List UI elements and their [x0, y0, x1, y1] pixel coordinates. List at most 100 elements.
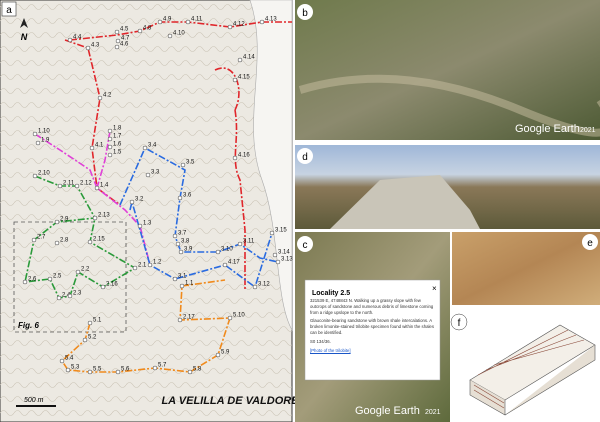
popup-link[interactable]: [Photo of the trilobite] [310, 347, 351, 353]
locality-marker [152, 365, 158, 371]
locality-marker [87, 320, 93, 326]
locality-marker [32, 131, 38, 137]
locality-marker [175, 241, 181, 247]
locality-marker [115, 38, 121, 44]
popup-text: Glauconite-bearing sandstone with brown … [310, 318, 434, 335]
locality-label: 5.4 [65, 356, 74, 362]
popup-text: 321539 E, 4748843 N. Walking up a grassy… [310, 298, 434, 315]
locality-label: 3.12 [258, 282, 270, 288]
locality-label: 3.2 [135, 197, 144, 203]
locality-label: 4.3 [91, 43, 100, 49]
locality-marker [142, 145, 148, 151]
locality-label: 1.3 [143, 221, 152, 227]
locality-label: 1.2 [153, 260, 162, 266]
locality-label: 3.10 [221, 247, 233, 253]
locality-label: 2.15 [93, 237, 105, 243]
photo-b: b Google Earth 2021 [295, 0, 600, 140]
locality-marker [107, 152, 113, 158]
localities: 4.4 4.3 4.5 4.74.6 4.8 4.9 4.10 4.11 4.12 4.13 4.1… [22, 17, 293, 375]
locality-marker [114, 44, 120, 50]
locality-marker [145, 172, 151, 178]
locality-label: 3.6 [183, 193, 192, 199]
locality-label: 4.1 [95, 143, 104, 149]
locality-label: 4.8 [143, 26, 152, 32]
locality-marker [215, 352, 221, 358]
locality-label: 2.8 [60, 238, 69, 244]
panel-label: d [302, 152, 308, 163]
locality-marker [172, 233, 178, 239]
locality-marker [67, 37, 73, 43]
locality-marker [65, 367, 71, 373]
locality-label: 3.9 [184, 247, 193, 253]
popup-text: S0 134/36. [310, 338, 331, 344]
locality-marker [35, 140, 41, 146]
locality-label: 3.13 [281, 257, 293, 263]
locality-marker [87, 369, 93, 375]
locality-label: 2.12 [80, 181, 92, 187]
panel-label: e [587, 238, 593, 249]
locality-marker [85, 45, 91, 51]
locality-marker [157, 19, 163, 25]
locality-marker [97, 95, 103, 101]
locality-marker [132, 265, 138, 271]
locality-marker [237, 57, 243, 63]
credit-year: 2021 [425, 409, 441, 416]
locality-label: 4.14 [243, 55, 255, 61]
panel-label: c [303, 240, 308, 251]
locality-marker [100, 284, 106, 290]
locality-label: 1.8 [113, 126, 122, 132]
locality-marker [178, 249, 184, 255]
locality-label: 2.10 [38, 171, 50, 177]
locality-label: 4.13 [265, 17, 277, 23]
locality-label: 5.2 [88, 335, 97, 341]
locality-marker [92, 215, 98, 221]
locality-label: 4.15 [238, 75, 250, 81]
locality-label: 4.6 [120, 42, 129, 48]
credit-year: 2021 [580, 127, 596, 134]
panel-label: a [6, 5, 12, 16]
locality-label: 2.4 [62, 293, 71, 299]
popup-body: 321539 E, 4748843 N. Walking up a grassy… [310, 298, 434, 353]
locality-label: 2.9 [60, 217, 69, 223]
locality-label: 3.14 [278, 250, 290, 256]
locality-marker [180, 162, 186, 168]
locality-marker [22, 279, 28, 285]
locality-marker [275, 259, 281, 265]
locality-label: 1.1 [185, 281, 194, 287]
locality-label: 4.11 [191, 17, 203, 23]
locality-marker [107, 136, 113, 142]
locality-marker [137, 223, 143, 229]
locality-marker [59, 358, 65, 364]
locality-label: 4.12 [233, 22, 245, 28]
locality-marker [82, 337, 88, 343]
locality-marker [227, 24, 233, 30]
photo-c: c Locality 2.5 × 321539 E, 4748843 N. Wa… [295, 232, 450, 422]
locality-marker [272, 252, 278, 258]
locality-marker [56, 295, 62, 301]
locality-marker [67, 293, 73, 299]
locality-marker [222, 262, 228, 268]
locality-label: 3.8 [181, 239, 190, 245]
locality-label: 5.1 [93, 318, 102, 324]
locality-label: 1.9 [41, 138, 50, 144]
locality-label: 4.16 [238, 153, 250, 159]
locality-label: 4.7 [121, 36, 130, 42]
locality-label: 2.13 [98, 213, 110, 219]
locality-marker [269, 230, 275, 236]
locality-label: 5.9 [221, 350, 230, 356]
locality-marker [252, 284, 258, 290]
locality-label: 1.10 [38, 129, 50, 135]
popup-close[interactable]: × [432, 284, 437, 293]
credit: Google Earth [355, 405, 420, 417]
locality-label: 3.11 [243, 239, 255, 245]
locality-label: 4.5 [120, 27, 129, 33]
locality-label: 4.4 [73, 35, 82, 41]
locality-label: 1.5 [113, 150, 122, 156]
locality-label: 4.2 [103, 93, 112, 99]
locality-marker [227, 315, 233, 321]
locality-marker [215, 249, 221, 255]
diagram-f: f [450, 308, 600, 422]
locality-marker [47, 276, 53, 282]
locality-label: 5.7 [158, 363, 167, 369]
locality-marker [57, 183, 63, 189]
